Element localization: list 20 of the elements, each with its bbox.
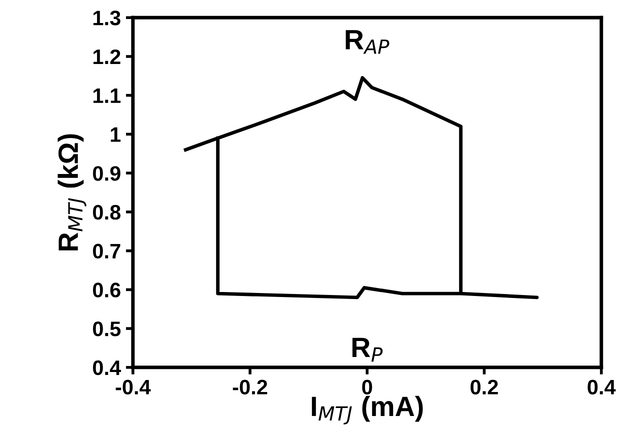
x-tick-label: 0.4 xyxy=(588,380,616,395)
annotation: R$_{P}$ xyxy=(352,338,383,362)
y-tick-label: 1 xyxy=(110,127,121,142)
line-series xyxy=(184,76,539,300)
y-tick-label: 0.5 xyxy=(92,322,121,336)
y-tick-label: 0.6 xyxy=(92,282,120,298)
annotation: R$_{AP}$ xyxy=(346,30,390,54)
y-tick-label: 1.1 xyxy=(93,88,121,103)
x-tick-label: -0.4 xyxy=(116,380,151,395)
x-tick-label: -0.2 xyxy=(232,380,268,395)
x-axis-title: I$_{MTJ}$ (mA) xyxy=(312,396,423,424)
y-tick-label: 1.2 xyxy=(93,49,120,64)
y-tick-label: 0.4 xyxy=(92,360,122,376)
y-tick-label: 0.9 xyxy=(92,166,120,181)
y-axis-title: R$_{MTJ}$ (kΩ) xyxy=(58,134,86,250)
x-tick-label: 0.2 xyxy=(470,380,498,395)
y-tick-label: 0.7 xyxy=(92,244,120,259)
y-tick-label: 0.8 xyxy=(92,204,120,220)
y-tick-label: 1.3 xyxy=(93,10,120,26)
x-tick-label: 0 xyxy=(362,380,372,395)
